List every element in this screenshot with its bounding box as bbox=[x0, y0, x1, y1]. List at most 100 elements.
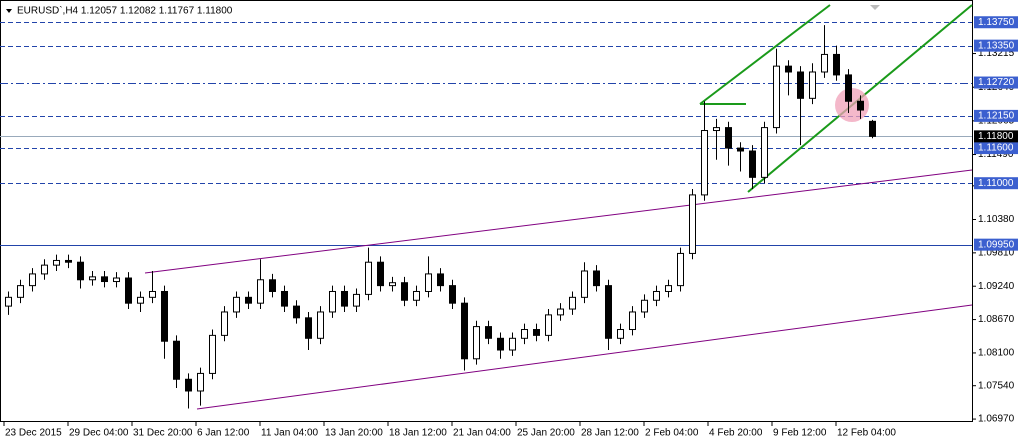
level-box bbox=[974, 238, 1018, 251]
candle-body bbox=[221, 311, 228, 336]
y-tick-label: 1.06970 bbox=[978, 414, 1015, 425]
x-tick-label: 4 Feb 20:00 bbox=[709, 428, 763, 439]
channel-line bbox=[144, 169, 973, 274]
x-tick-label: 28 Jan 12:00 bbox=[581, 428, 639, 439]
candle-body bbox=[101, 276, 108, 283]
candle-body bbox=[425, 273, 432, 292]
candle-body bbox=[377, 261, 384, 287]
y-tick-label: 1.08100 bbox=[978, 348, 1015, 359]
channel-line bbox=[196, 304, 973, 410]
candle-body bbox=[629, 311, 636, 331]
y-tick-label: 1.10380 bbox=[978, 214, 1015, 225]
candle-body bbox=[773, 65, 780, 129]
level-label: 1.11600 bbox=[978, 143, 1014, 154]
x-tick-label: 29 Dec 04:00 bbox=[69, 428, 129, 439]
candle-body bbox=[653, 290, 660, 301]
candle-body bbox=[569, 296, 576, 310]
candle-body bbox=[197, 372, 204, 392]
candle-body bbox=[293, 305, 300, 319]
candle-body bbox=[161, 290, 168, 342]
candle-body bbox=[353, 293, 360, 307]
x-tick-label: 6 Jan 12:00 bbox=[197, 428, 250, 439]
candle-body bbox=[245, 296, 252, 304]
x-tick-label: 11 Jan 04:00 bbox=[261, 428, 319, 439]
candle-body bbox=[185, 378, 192, 392]
y-tick-label: 1.13215 bbox=[978, 48, 1015, 59]
candle-body bbox=[641, 299, 648, 313]
candle-body bbox=[833, 53, 840, 76]
candle-body bbox=[233, 296, 240, 313]
x-tick-label: 21 Jan 04:00 bbox=[453, 428, 511, 439]
x-tick-label: 2 Feb 04:00 bbox=[645, 428, 699, 439]
candle-body bbox=[605, 285, 612, 339]
candle-body bbox=[17, 285, 24, 298]
level-box bbox=[974, 76, 1018, 89]
level-box bbox=[974, 109, 1018, 122]
x-tick-label: 9 Feb 12:00 bbox=[773, 428, 827, 439]
candle-body bbox=[125, 277, 132, 304]
candle-body bbox=[401, 282, 408, 301]
candle-body bbox=[485, 326, 492, 339]
menu-arrow bbox=[6, 9, 12, 13]
candle-body bbox=[77, 261, 84, 281]
candle-body bbox=[581, 270, 588, 298]
candle-body bbox=[701, 130, 708, 196]
candle-body bbox=[41, 264, 48, 275]
candle-body bbox=[65, 259, 72, 263]
candle-body bbox=[857, 100, 864, 111]
candle-body bbox=[149, 290, 156, 298]
candle-body bbox=[449, 285, 456, 304]
candle-body bbox=[665, 285, 672, 292]
level-box bbox=[974, 16, 1018, 29]
candle-body bbox=[725, 127, 732, 149]
y-tick-label: 1.07540 bbox=[978, 380, 1015, 391]
candle-body bbox=[749, 150, 756, 178]
candle-body bbox=[533, 329, 540, 336]
level-box bbox=[974, 177, 1018, 190]
candle-body bbox=[797, 71, 804, 99]
candle-body bbox=[281, 290, 288, 307]
level-label: 1.12150 bbox=[978, 111, 1015, 122]
candle-body bbox=[341, 290, 348, 307]
y-tick-label: 1.09810 bbox=[978, 247, 1015, 258]
candle-body bbox=[497, 337, 504, 351]
x-tick-label: 31 Dec 20:00 bbox=[133, 428, 193, 439]
level-label: 1.11000 bbox=[978, 178, 1014, 189]
candle-body bbox=[173, 340, 180, 380]
level-label: 1.13350 bbox=[978, 40, 1015, 51]
candle-body bbox=[137, 296, 144, 304]
marker bbox=[870, 5, 880, 10]
candle-body bbox=[761, 127, 768, 178]
candle-body bbox=[737, 147, 744, 152]
candle-body bbox=[5, 296, 12, 307]
candle-body bbox=[89, 276, 96, 281]
candle-body bbox=[461, 302, 468, 360]
candle-body bbox=[785, 65, 792, 73]
candle-body bbox=[269, 279, 276, 292]
level-box bbox=[974, 142, 1018, 155]
candle-body bbox=[29, 273, 36, 287]
candle-body bbox=[845, 74, 852, 102]
candle-body bbox=[713, 127, 720, 132]
bid-box bbox=[974, 130, 1018, 143]
x-tick-label: 23 Dec 2015 bbox=[5, 428, 62, 439]
y-tick-label: 1.11490 bbox=[978, 149, 1014, 160]
candle-body bbox=[473, 326, 480, 360]
candle-body bbox=[869, 120, 876, 137]
candle-body bbox=[593, 270, 600, 287]
level-label: 1.13750 bbox=[978, 17, 1015, 28]
level-box bbox=[974, 39, 1018, 52]
candle-body bbox=[305, 317, 312, 339]
y-tick-label: 1.09240 bbox=[978, 281, 1015, 292]
candle-body bbox=[437, 273, 444, 287]
level-label: 1.12720 bbox=[978, 77, 1015, 88]
candle-body bbox=[545, 314, 552, 336]
candle-body bbox=[677, 252, 684, 287]
candle-body bbox=[257, 279, 264, 304]
chart-title: EURUSD`,H4 1.12057 1.12082 1.11767 1.118… bbox=[17, 5, 233, 17]
x-tick-label: 25 Jan 20:00 bbox=[517, 428, 575, 439]
plot-frame bbox=[0, 0, 973, 422]
bid-label: 1.11800 bbox=[978, 131, 1014, 142]
x-tick-label: 12 Feb 04:00 bbox=[837, 428, 896, 439]
